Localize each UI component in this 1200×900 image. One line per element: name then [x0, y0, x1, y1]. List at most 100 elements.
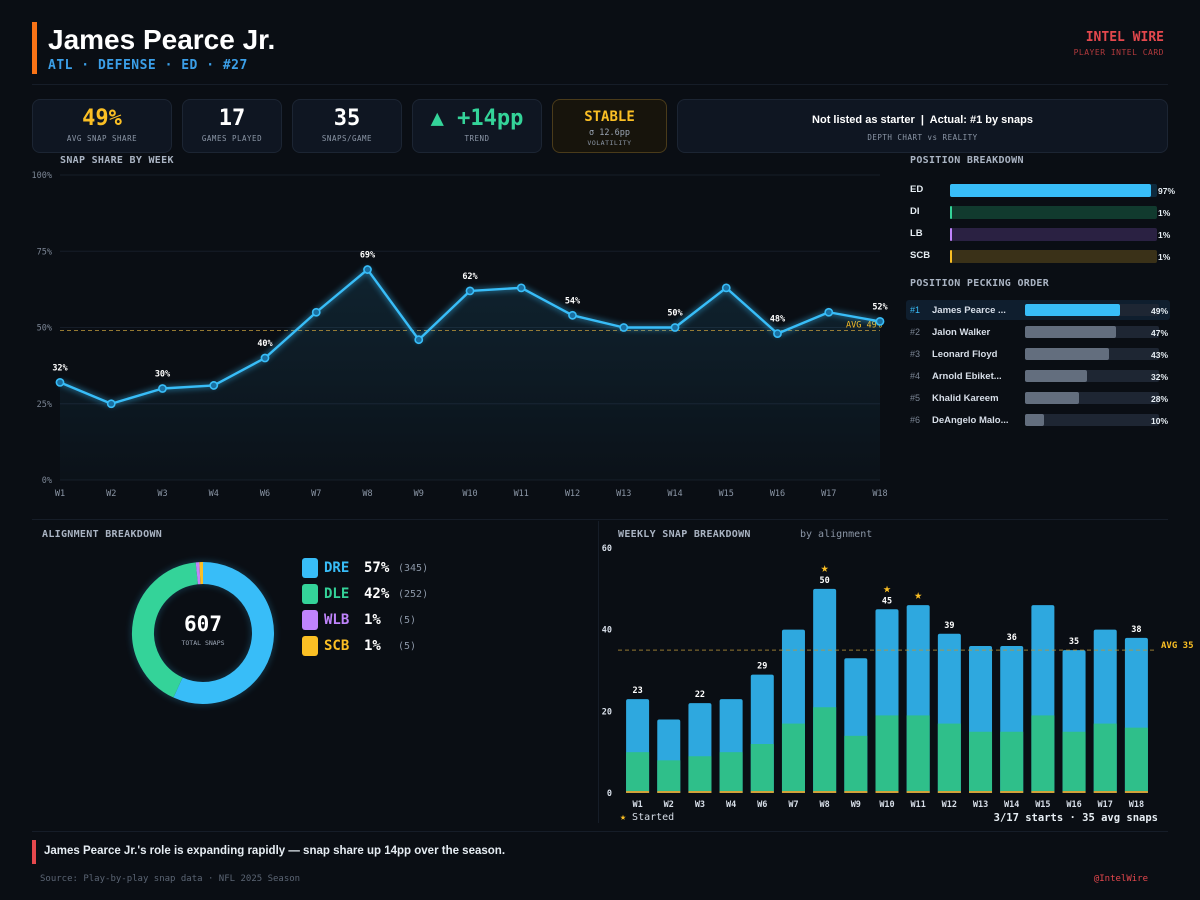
bar-segment-dle [1093, 723, 1117, 793]
x-tick-label: W17 [821, 489, 836, 499]
pecking-pct: 28% [1150, 394, 1168, 404]
pecking-pct: 32% [1150, 372, 1168, 382]
accent-bar [32, 22, 37, 74]
position-breakdown-title: POSITION BREAKDOWN [910, 155, 1024, 166]
x-tick-label: W8 [820, 800, 830, 810]
x-tick-label: W15 [1035, 800, 1050, 810]
stat-label: GAMES PLAYED [201, 134, 263, 143]
stat-value: +14pp [457, 106, 524, 131]
y-tick-label: 0% [42, 476, 52, 486]
area-fill [60, 269, 880, 480]
bar-total-label: 35 [1069, 637, 1079, 647]
x-tick-label: W7 [788, 800, 798, 810]
position-row-lb: LB 1% [910, 228, 1170, 242]
data-point [875, 316, 885, 326]
pecking-row: #3 Leonard Floyd 43% [906, 344, 1170, 364]
bar-segment-other [688, 791, 712, 793]
bar-segment-other [1031, 791, 1055, 793]
x-tick-label: W16 [770, 489, 785, 499]
x-tick-label: W14 [667, 489, 682, 499]
bar-segment-other [875, 791, 899, 793]
x-tick-label: W16 [1066, 800, 1081, 810]
pecking-player-name: Khalid Kareem [932, 393, 999, 404]
x-tick-label: W18 [1129, 800, 1144, 810]
stat-card-volatility: STABLE σ 12.6pp VOLATILITY [552, 99, 667, 153]
pecking-rank: #1 [910, 305, 921, 315]
pecking-player-name: Leonard Floyd [932, 349, 998, 360]
x-tick-label: W18 [872, 489, 887, 499]
bar-segment-dle [1000, 731, 1024, 793]
started-legend-label: Started [626, 812, 675, 823]
x-tick-label: W2 [664, 800, 674, 810]
legend-pct: 57% [364, 560, 390, 576]
pecking-rank: #6 [910, 415, 921, 425]
pecking-pct: 49% [1150, 306, 1168, 316]
legend-pct: 1% [364, 612, 381, 628]
x-tick-label: W6 [757, 800, 767, 810]
position-row-ed: ED 97% [910, 184, 1175, 198]
x-tick-label: W12 [565, 489, 580, 499]
data-point [568, 310, 577, 320]
bar-total-label: 50 [820, 576, 830, 586]
trend-up-icon: ▲ [430, 106, 444, 131]
stat-card-snaps-per-game: 35 SNAPS/GAME [292, 99, 402, 153]
bar-segment-other [657, 791, 681, 793]
started-star-icon: ★ [914, 588, 922, 603]
data-label: 54% [565, 296, 581, 306]
x-tick-label: W10 [879, 800, 894, 810]
legend-name: DRE [324, 560, 350, 576]
data-label: 30% [155, 370, 171, 380]
legend-swatch [302, 558, 318, 578]
data-label: 48% [770, 315, 786, 325]
stat-card-avg-snap-share: 49% AVG SNAP SHARE [32, 99, 172, 153]
bar-chart-title: WEEKLY SNAP BREAKDOWN [618, 529, 751, 540]
stat-card-games-played: 17 GAMES PLAYED [182, 99, 282, 153]
position-bar-fill [950, 206, 953, 219]
pecking-rank: #5 [910, 393, 921, 403]
legend-count: (345) [398, 563, 429, 574]
depth-chart-text: Not listed as starter | Actual: #1 by sn… [812, 114, 1033, 126]
position-pct: 1% [1158, 252, 1171, 262]
legend-count: (5) [398, 641, 417, 652]
position-label: SCB [910, 250, 931, 261]
data-label: 62% [462, 272, 478, 282]
alignment-donut-chart [130, 560, 276, 706]
y-tick-label: 25% [37, 400, 52, 410]
bar-segment-dle [875, 715, 899, 793]
alignment-title: ALIGNMENT BREAKDOWN [42, 529, 163, 540]
star-icon: ★ [620, 812, 627, 823]
x-tick-label: W4 [209, 489, 219, 499]
bar-segment-dle [969, 731, 993, 793]
pecking-rank: #3 [910, 349, 921, 359]
pecking-player-name: Jalon Walker [932, 327, 991, 338]
x-tick-label: W8 [362, 489, 372, 499]
pecking-bar-fill [1025, 304, 1121, 316]
legend-swatch [302, 584, 318, 604]
insight-text: James Pearce Jr.'s role is expanding rap… [44, 845, 506, 857]
y-tick-label: 0 [607, 789, 612, 799]
stat-label: AVG SNAP SHARE [66, 134, 138, 143]
bar-segment-other [844, 791, 868, 793]
bar-total-label: 36 [1007, 633, 1017, 643]
social-handle: @IntelWire [1093, 874, 1148, 884]
stat-label: VOLATILITY [587, 139, 632, 147]
bar-segment-dle [750, 744, 774, 793]
insight-accent [32, 840, 36, 864]
position-bar-track [950, 206, 1157, 219]
x-tick-label: W14 [1004, 800, 1019, 810]
x-tick-label: W13 [616, 489, 631, 499]
data-point [670, 323, 680, 332]
position-pct: 1% [1158, 230, 1171, 240]
average-line-label: AVG 35 [1161, 641, 1194, 651]
legend-name: DLE [324, 586, 350, 602]
pecking-bar-fill [1025, 370, 1088, 382]
data-point [55, 377, 65, 387]
data-point [824, 307, 834, 317]
bar-chart-summary: 3/17 starts · 35 avg snaps [993, 812, 1158, 824]
data-label: 52% [872, 302, 888, 312]
bar-segment-other [813, 791, 837, 793]
pecking-pct: 43% [1150, 350, 1168, 360]
bar-segment-other [906, 791, 930, 793]
x-tick-label: W13 [973, 800, 988, 810]
